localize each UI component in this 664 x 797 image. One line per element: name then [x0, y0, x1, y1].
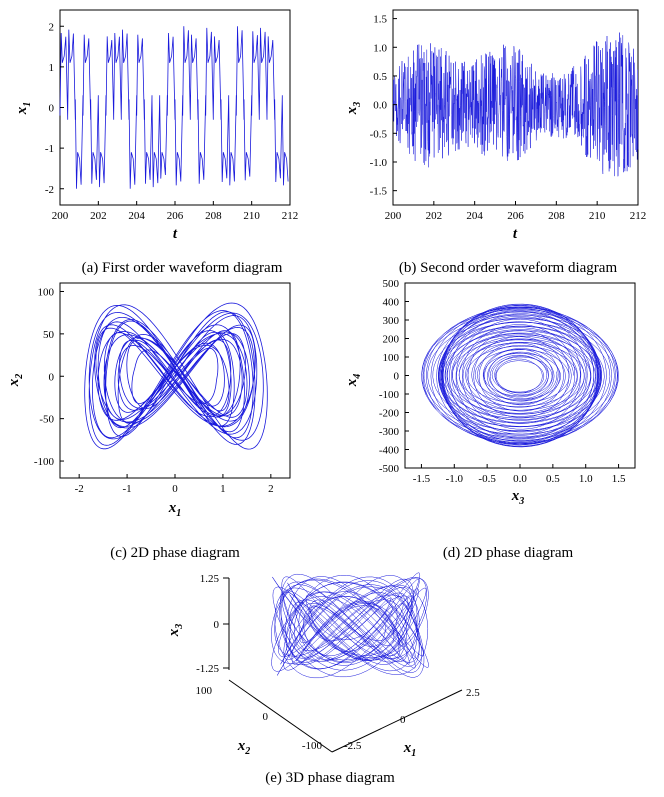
x-tick-label-c: -2	[75, 483, 84, 495]
x-tick-label-d: -0.5	[478, 473, 496, 485]
x-tick-label-b: 206	[507, 210, 524, 222]
waveform-trace-a	[59, 26, 289, 189]
y-tick-label-b: 0.5	[373, 71, 387, 83]
x2-tick-label-2: 0	[263, 711, 269, 723]
panel-d: -1.5 -1.0 -0.5 0.0 0.5 1.0 1.5 -500 -400 -300 -200…	[344, 278, 636, 561]
ylabel-a: x1	[14, 102, 33, 116]
y-tick-label-a: -2	[45, 184, 54, 196]
x1-tick-label-2: 0	[400, 714, 406, 726]
x-tick-label-a: 212	[282, 210, 299, 222]
x-tick-label-d: 0.5	[546, 473, 560, 485]
y-tick-label-a: -1	[45, 143, 54, 155]
x-tick-label-d: 1.5	[612, 473, 626, 485]
y-tick-label-c: 100	[38, 286, 55, 298]
caption-a: (a) First order waveform diagram	[82, 260, 283, 276]
x2-tick-label-1: 100	[196, 685, 213, 697]
x-tick-label-a: 208	[205, 210, 222, 222]
x-tick-label-a: 210	[243, 210, 260, 222]
ylabel-b: x3	[344, 102, 363, 116]
y-tick-label-b: 0.0	[373, 100, 387, 112]
x1-tick-label-1: -2.5	[344, 740, 362, 752]
x3-tick-label-3: -1.25	[196, 663, 219, 675]
x-tick-label-a: 204	[128, 210, 145, 222]
y-tick-label-d: 400	[383, 297, 400, 309]
y-tick-label-c: 50	[43, 329, 55, 341]
axis-x1-line	[331, 689, 463, 753]
y-tick-label-b: 1.5	[373, 14, 387, 26]
y-tick-label-d: 200	[383, 334, 400, 346]
xlabel-d: x3	[511, 488, 525, 507]
x1-tick-label-3: 2.5	[466, 687, 480, 699]
y-tick-label-a: 2	[49, 21, 55, 33]
ylabel-c: x2	[6, 374, 25, 388]
x3-tick-label-1: 1.25	[200, 573, 220, 585]
axis-x2-line	[228, 679, 333, 753]
x-tick-label-c: 0	[172, 483, 178, 495]
panel-b: 200 202 204 206 208 210 212 -1.5 -1.0 -0.5 0.0 0.5 1…	[344, 9, 647, 276]
ylabel-d: x4	[344, 374, 363, 388]
x-tick-label-a: 202	[90, 210, 107, 222]
y-tick-label-b: -0.5	[370, 128, 388, 140]
x-tick-label-a: 206	[167, 210, 184, 222]
x-tick-label-d: -1.5	[413, 473, 431, 485]
xlabel-c: x1	[168, 500, 182, 519]
x-tick-label-b: 208	[548, 210, 565, 222]
x-tick-label-c: -1	[122, 483, 131, 495]
y-tick-label-d: 300	[383, 315, 400, 327]
axis-x2-label: x2	[237, 738, 251, 757]
caption-e: (e) 3D phase diagram	[265, 770, 395, 786]
x-tick-label-a: 200	[52, 210, 69, 222]
xlabel-a: t	[173, 226, 178, 242]
y-tick-label-d: -300	[379, 426, 400, 438]
xlabel-b: t	[513, 226, 518, 242]
attractor-trace-d	[421, 303, 619, 448]
y-tick-label-c: -100	[34, 456, 55, 468]
x-tick-label-d: 0.0	[513, 473, 527, 485]
y-tick-label-b: -1.5	[370, 186, 388, 198]
y-tick-label-b: -1.0	[370, 157, 388, 169]
caption-b: (b) Second order waveform diagram	[399, 260, 618, 276]
x-tick-label-b: 212	[630, 210, 647, 222]
axis-x3-label: x3	[166, 624, 185, 638]
caption-d: (d) 2D phase diagram	[443, 545, 574, 561]
panel-c: -2 -1 0 1 2 -100 -50 0 50 100 x1 x2 (c) 2D phase …	[6, 282, 291, 561]
y-tick-label-b: 1.0	[373, 42, 387, 54]
attractor-trace-e	[271, 572, 429, 679]
y-tick-label-d: -100	[379, 389, 400, 401]
y-tick-label-a: 0	[49, 103, 55, 115]
y-tick-label-d: -200	[379, 408, 400, 420]
x-tick-label-d: -1.0	[446, 473, 464, 485]
y-tick-label-d: 100	[383, 352, 400, 364]
y-tick-label-d: -400	[379, 445, 400, 457]
attractor-trace-c	[84, 302, 268, 450]
x-tick-label-b: 210	[589, 210, 606, 222]
panel-a: 200 202 204 206 208 210 212 -2 -1 0 1 2 t x1 (a) Fi…	[14, 9, 299, 276]
y-tick-label-c: 0	[49, 371, 55, 383]
y-tick-label-c: -50	[39, 414, 54, 426]
axis-x1-label: x1	[403, 740, 417, 759]
panel-e: 1.25 0 -1.25 x3 100 0 -100 x2 -2.5 0 2.5…	[166, 572, 480, 786]
x-tick-label-b: 204	[466, 210, 483, 222]
x-tick-label-c: 1	[220, 483, 226, 495]
y-tick-label-a: 1	[49, 62, 55, 74]
caption-c: (c) 2D phase diagram	[110, 545, 240, 561]
x-tick-label-c: 2	[268, 483, 274, 495]
y-tick-label-d: -500	[379, 463, 400, 475]
waveform-trace-b	[392, 32, 639, 177]
x-tick-label-b: 202	[426, 210, 443, 222]
x3-tick-label-2: 0	[214, 619, 220, 631]
x-tick-label-b: 200	[385, 210, 402, 222]
y-tick-label-d: 0	[394, 371, 400, 383]
x2-tick-label-3: -100	[302, 740, 323, 752]
y-tick-label-d: 500	[383, 278, 400, 290]
x-tick-label-d: 1.0	[579, 473, 593, 485]
